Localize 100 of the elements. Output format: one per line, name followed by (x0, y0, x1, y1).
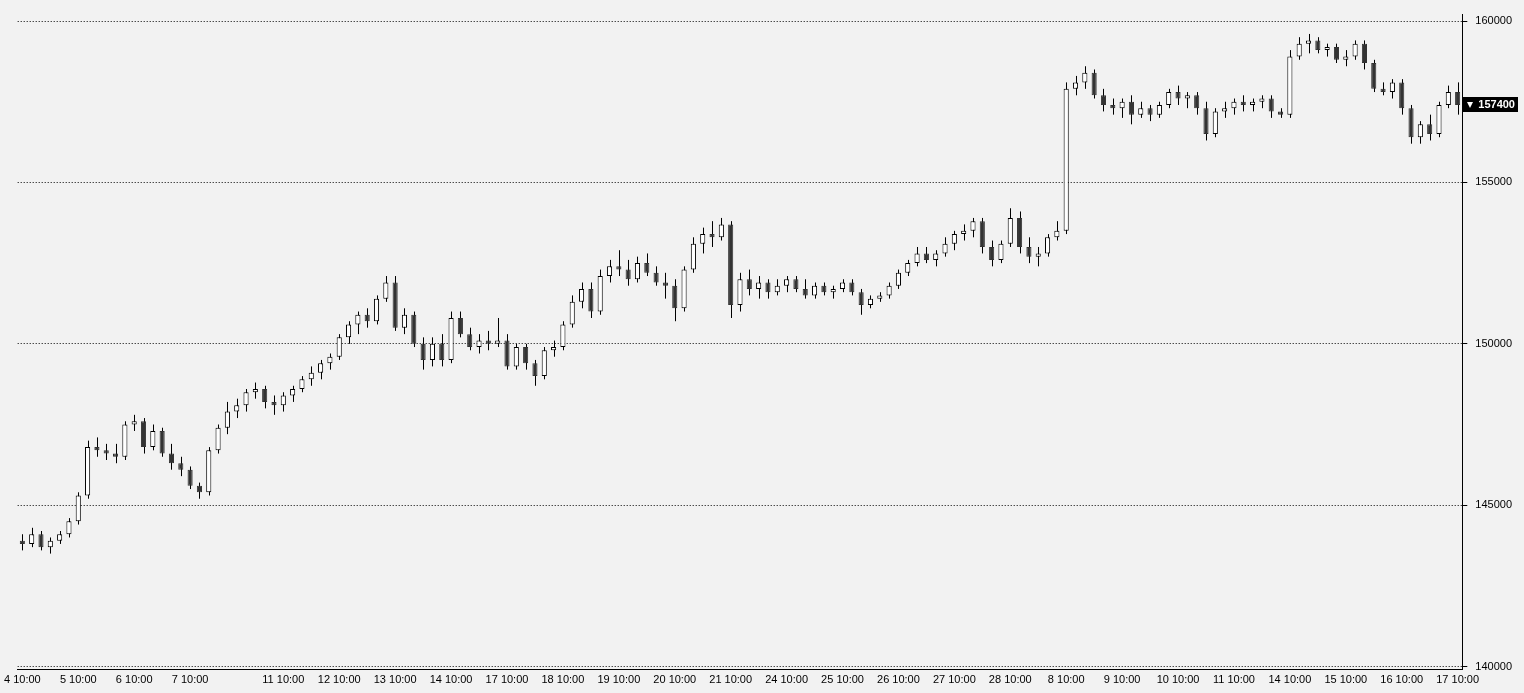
candlestick (467, 327, 473, 351)
x-tick-label: 14 10:00 (429, 673, 473, 686)
candlestick (1352, 39, 1358, 61)
candlestick (1035, 246, 1041, 267)
candlestick (914, 246, 920, 267)
candlestick (140, 417, 147, 455)
candlestick (588, 281, 594, 319)
candlestick (756, 275, 762, 300)
candlestick (234, 398, 240, 419)
candlestick (662, 272, 668, 300)
candlestick (243, 388, 249, 413)
candlestick (746, 269, 752, 296)
x-tick-label: 12 10:00 (317, 673, 361, 686)
y-tick-label: 155000 (1475, 175, 1513, 188)
candlestick (280, 391, 286, 413)
candlestick (29, 527, 35, 548)
x-tick-label: 15 10:00 (1324, 673, 1368, 686)
x-tick-label: 21 10:00 (709, 673, 753, 686)
candlestick (951, 230, 957, 251)
candlestick (532, 359, 538, 387)
y-tick-label: 160000 (1475, 14, 1513, 27)
text: 157400 (1478, 97, 1515, 113)
candlestick (1417, 120, 1423, 145)
candlestick (737, 272, 743, 313)
x-tick-label: 9 10:00 (1103, 673, 1141, 686)
candlestick (979, 217, 985, 254)
candlestick (560, 320, 566, 351)
candlestick (1361, 39, 1367, 70)
x-tick-label: 17 10:00 (485, 673, 529, 686)
candlestick (1128, 94, 1134, 125)
candlestick (578, 281, 585, 309)
candlestick (858, 288, 864, 316)
y-tick-label: 150000 (1475, 336, 1513, 349)
candlestick (644, 252, 650, 277)
candlestick (1305, 33, 1312, 54)
x-tick-label: 19 10:00 (597, 673, 641, 686)
x-tick-label: 14 10:00 (1268, 673, 1312, 686)
x-tick-label: 11 10:00 (262, 673, 305, 686)
candlestick (1166, 88, 1172, 109)
candlestick (1194, 91, 1200, 116)
candlestick (429, 336, 435, 367)
candlestick (1427, 114, 1433, 141)
y-tick-label: 140000 (1475, 659, 1513, 672)
candlestick (942, 236, 948, 258)
candlestick (616, 249, 622, 277)
x-tick-label: 16 10:00 (1380, 673, 1424, 686)
x-tick-label: 7 10:00 (171, 673, 209, 686)
candlestick (420, 336, 426, 371)
candlestick (895, 269, 901, 290)
candlestick (523, 343, 529, 371)
candlestick (178, 456, 184, 477)
candlestick (159, 427, 165, 458)
candlestick (989, 240, 995, 267)
candlestick (383, 275, 389, 303)
candlestick (690, 236, 696, 274)
x-tick-label: 5 10:00 (59, 673, 97, 686)
candlestick (66, 517, 72, 538)
candlestick (150, 424, 156, 451)
candlestick (718, 217, 724, 242)
candlestick (187, 465, 193, 490)
candlestick (401, 307, 408, 335)
candlestick (1072, 75, 1079, 96)
candlestick (1091, 68, 1097, 100)
candlestick (1203, 101, 1209, 141)
candlestick (1333, 43, 1340, 64)
x-tick-label: 20 10:00 (653, 673, 697, 686)
x-tick-label: 4 10:00 (4, 673, 41, 686)
candlestick (1371, 59, 1377, 93)
candlestick (606, 259, 613, 283)
candlestick (1389, 78, 1395, 100)
candlestick (970, 217, 976, 238)
candlestick (1455, 81, 1461, 116)
candlestick (373, 294, 380, 325)
candlestick (1100, 88, 1107, 112)
candlestick (38, 530, 44, 551)
candlestick (1044, 233, 1051, 258)
candlestick (1026, 236, 1032, 264)
candlestick (1399, 78, 1405, 116)
x-tick-label: 25 10:00 (821, 673, 864, 686)
candlestick (215, 424, 221, 455)
x-tick-label: 11 10:00 (1212, 673, 1255, 686)
y-tick-label: 145000 (1475, 498, 1513, 511)
candlestick (457, 311, 463, 338)
x-tick-label: 13 10:00 (373, 673, 417, 686)
x-tick-label: 24 10:00 (765, 673, 809, 686)
candlestick (765, 278, 771, 300)
candlestick (1175, 85, 1181, 106)
x-tick-label: 27 10:00 (932, 673, 976, 686)
candlestick (634, 256, 641, 283)
candlestick (318, 359, 324, 380)
x-tick-label: 28 10:00 (988, 673, 1032, 686)
x-tick-label: 6 10:00 (115, 673, 153, 686)
x-tick-label: 17 10:00 (1436, 673, 1480, 686)
candlestick (672, 278, 678, 322)
candlestick (1296, 36, 1302, 61)
candlestick (709, 220, 715, 248)
candlestick (1445, 85, 1451, 109)
x-tick-label: 8 10:00 (1047, 673, 1085, 686)
candlestick (476, 333, 482, 354)
candlestick (1212, 107, 1218, 138)
